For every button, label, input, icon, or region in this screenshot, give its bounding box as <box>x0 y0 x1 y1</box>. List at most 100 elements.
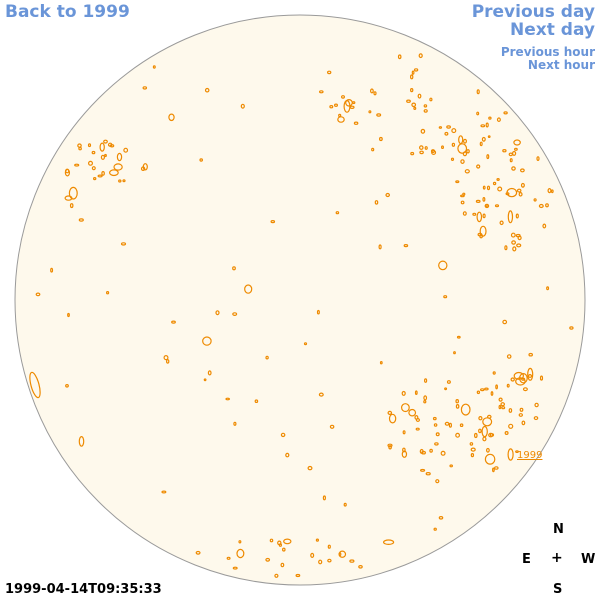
contour-mark <box>401 403 410 413</box>
contour-mark <box>547 188 552 194</box>
contour-mark <box>418 145 424 150</box>
contour-mark <box>283 538 292 545</box>
contour-mark <box>435 479 440 484</box>
contour-mark <box>455 399 460 404</box>
contour-mark <box>420 468 426 472</box>
contour-mark <box>455 404 460 409</box>
contour-mark <box>470 453 475 458</box>
contour-mark <box>195 550 201 555</box>
contour-mark <box>482 185 486 190</box>
contour-mark <box>473 432 478 439</box>
contour-mark <box>385 192 391 198</box>
contour-mark <box>518 413 524 417</box>
contour-mark <box>515 377 526 386</box>
contour-mark <box>479 225 487 237</box>
contour-mark <box>78 218 84 222</box>
contour-mark <box>438 126 443 129</box>
contour-mark <box>368 110 372 114</box>
contour-mark <box>515 450 519 454</box>
contour-mark <box>517 235 522 241</box>
contour-mark <box>370 88 374 94</box>
contour-mark <box>476 111 480 116</box>
contour-mark <box>518 192 523 197</box>
contour-mark <box>120 242 127 246</box>
contour-mark <box>91 150 96 155</box>
contour-mark <box>504 431 509 436</box>
contour-mark <box>387 443 393 448</box>
contour-mark <box>462 192 466 196</box>
contour-mark <box>433 527 437 531</box>
previous-hour-link[interactable]: Previous hour <box>500 45 595 59</box>
contour-mark <box>449 464 454 468</box>
contour-mark <box>341 95 346 99</box>
contour-mark <box>307 465 313 471</box>
contour-mark <box>74 163 80 167</box>
contour-mark <box>388 413 397 424</box>
contour-mark <box>402 430 406 435</box>
contour-mark <box>550 189 554 194</box>
contour-mark <box>226 556 231 560</box>
contour-mark <box>527 367 534 381</box>
contour-mark <box>278 543 282 547</box>
contour-mark <box>501 406 506 410</box>
contour-mark <box>415 427 420 431</box>
contour-mark <box>424 146 428 150</box>
back-to-year-link[interactable]: Back to 1999 <box>5 2 130 22</box>
contour-mark <box>118 179 122 183</box>
contour-mark <box>423 109 428 113</box>
contour-mark <box>140 166 146 172</box>
contour-mark <box>425 472 431 476</box>
contour-mark <box>506 383 510 388</box>
contour-mark <box>280 562 285 568</box>
contour-mark <box>204 87 210 93</box>
contour-mark <box>499 220 504 226</box>
contour-mark <box>527 374 533 379</box>
contour-mark <box>322 495 326 501</box>
contour-mark <box>225 397 231 401</box>
contour-mark <box>401 390 406 396</box>
previous-day-link[interactable]: Previous day <box>471 2 595 22</box>
contour-mark <box>406 99 411 103</box>
contour-mark <box>419 150 424 155</box>
contour-mark <box>421 450 427 455</box>
contour-mark <box>65 383 69 388</box>
contour-mark <box>232 266 236 271</box>
contour-mark <box>310 552 315 559</box>
next-hour-link[interactable]: Next hour <box>527 58 595 72</box>
contour-mark <box>168 113 175 122</box>
contour-mark <box>494 204 500 208</box>
contour-mark <box>488 116 492 120</box>
contour-mark <box>97 174 103 178</box>
contour-mark <box>337 116 345 123</box>
contour-mark <box>329 424 335 429</box>
contour-mark <box>87 143 92 148</box>
contour-mark <box>374 200 379 205</box>
contour-mark <box>451 142 456 147</box>
contour-mark <box>484 203 488 208</box>
contour-mark <box>510 232 516 238</box>
contour-mark <box>423 104 428 108</box>
contour-mark <box>438 515 444 520</box>
contour-mark <box>78 436 85 447</box>
contour-mark <box>448 422 452 428</box>
contour-mark <box>327 558 332 563</box>
contour-mark <box>418 53 423 59</box>
contour-mark <box>446 125 452 129</box>
contour-mark <box>493 466 499 470</box>
contour-mark <box>492 467 495 473</box>
contour-mark <box>506 354 512 359</box>
contour-mark <box>232 566 238 570</box>
contour-mark <box>444 387 448 391</box>
contour-mark <box>476 89 480 95</box>
contour-mark <box>215 310 220 316</box>
contour-mark <box>103 139 108 144</box>
contour-mark <box>460 194 465 198</box>
next-day-link[interactable]: Next day <box>510 20 595 40</box>
contour-mark <box>486 447 490 453</box>
contour-mark <box>481 136 486 142</box>
contour-mark <box>105 291 110 295</box>
year-marker[interactable]: 1999 <box>517 450 542 461</box>
contour-mark <box>327 70 332 75</box>
contour-mark <box>383 539 395 546</box>
contour-mark <box>161 490 167 494</box>
